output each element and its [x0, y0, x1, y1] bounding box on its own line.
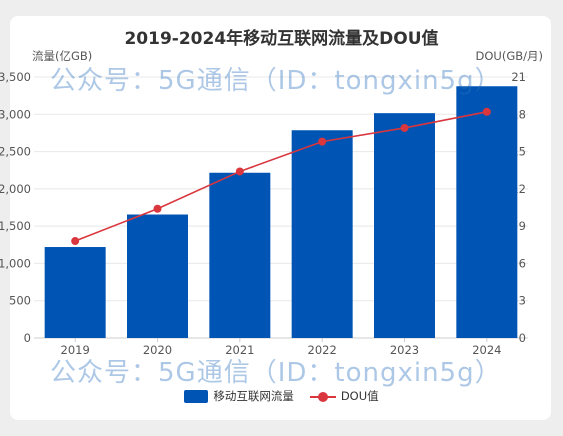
dou-point — [482, 107, 491, 116]
y2-tick-label: 9 — [519, 219, 526, 233]
legend-label-dou: DOU值 — [340, 389, 379, 403]
x-tick-label: 2020 — [143, 343, 172, 357]
bar — [209, 172, 271, 338]
y-tick-label: 3,000 — [0, 107, 31, 121]
bar — [127, 214, 188, 338]
y-tick-label: 1,000 — [0, 256, 31, 270]
watermark-bottom: 公众号：5G通信（ID：tongxin5g） — [50, 358, 502, 388]
y-tick-label: 1,500 — [0, 219, 31, 233]
y2-tick-label: 6 — [519, 256, 526, 270]
x-tick-label: 2023 — [390, 343, 419, 357]
dou-point — [400, 123, 409, 132]
y-tick-label: 2,500 — [0, 145, 31, 159]
x-tick-label: 2021 — [225, 343, 254, 357]
y2-tick-label: 21 — [511, 70, 526, 84]
right-axis-title: DOU(GB/月) — [475, 49, 543, 63]
y2-tick-label: 0 — [519, 331, 526, 345]
dou-line — [74, 111, 487, 242]
bar — [456, 86, 518, 338]
legend-item-dou[interactable]: DOU值 — [309, 388, 379, 404]
x-tick-label: 2024 — [472, 343, 501, 357]
legend-swatch-traffic — [184, 389, 209, 403]
x-tick-label: 2022 — [308, 343, 337, 357]
dou-point — [318, 137, 327, 146]
dou-point — [235, 167, 244, 176]
y-tick-label: 3,500 — [0, 70, 31, 84]
legend-label-traffic: 移动互联网流量 — [213, 389, 294, 403]
chart-title: 2019-2024年移动互联网流量及DOU值 — [124, 29, 439, 49]
y-tick-label: 0 — [24, 331, 31, 345]
left-axis-title: 流量(亿GB) — [32, 49, 93, 63]
y2-tick-label: 3 — [519, 294, 526, 308]
legend-item-traffic[interactable]: 移动互联网流量 — [184, 388, 294, 404]
x-tick-label: 2019 — [61, 343, 90, 357]
bar — [374, 113, 435, 338]
y-tick-label: 2,000 — [0, 182, 31, 196]
dou-point — [153, 204, 162, 213]
legend-swatch-dou — [309, 390, 336, 403]
bar — [291, 130, 353, 338]
watermark-top: 公众号：5G通信（ID：tongxin5g） — [50, 66, 502, 96]
chart-legend: 移动互联网流量 DOU值 — [0, 388, 563, 404]
y-tick-label: 500 — [9, 294, 31, 308]
dou-point — [71, 237, 80, 246]
bar — [44, 247, 106, 338]
